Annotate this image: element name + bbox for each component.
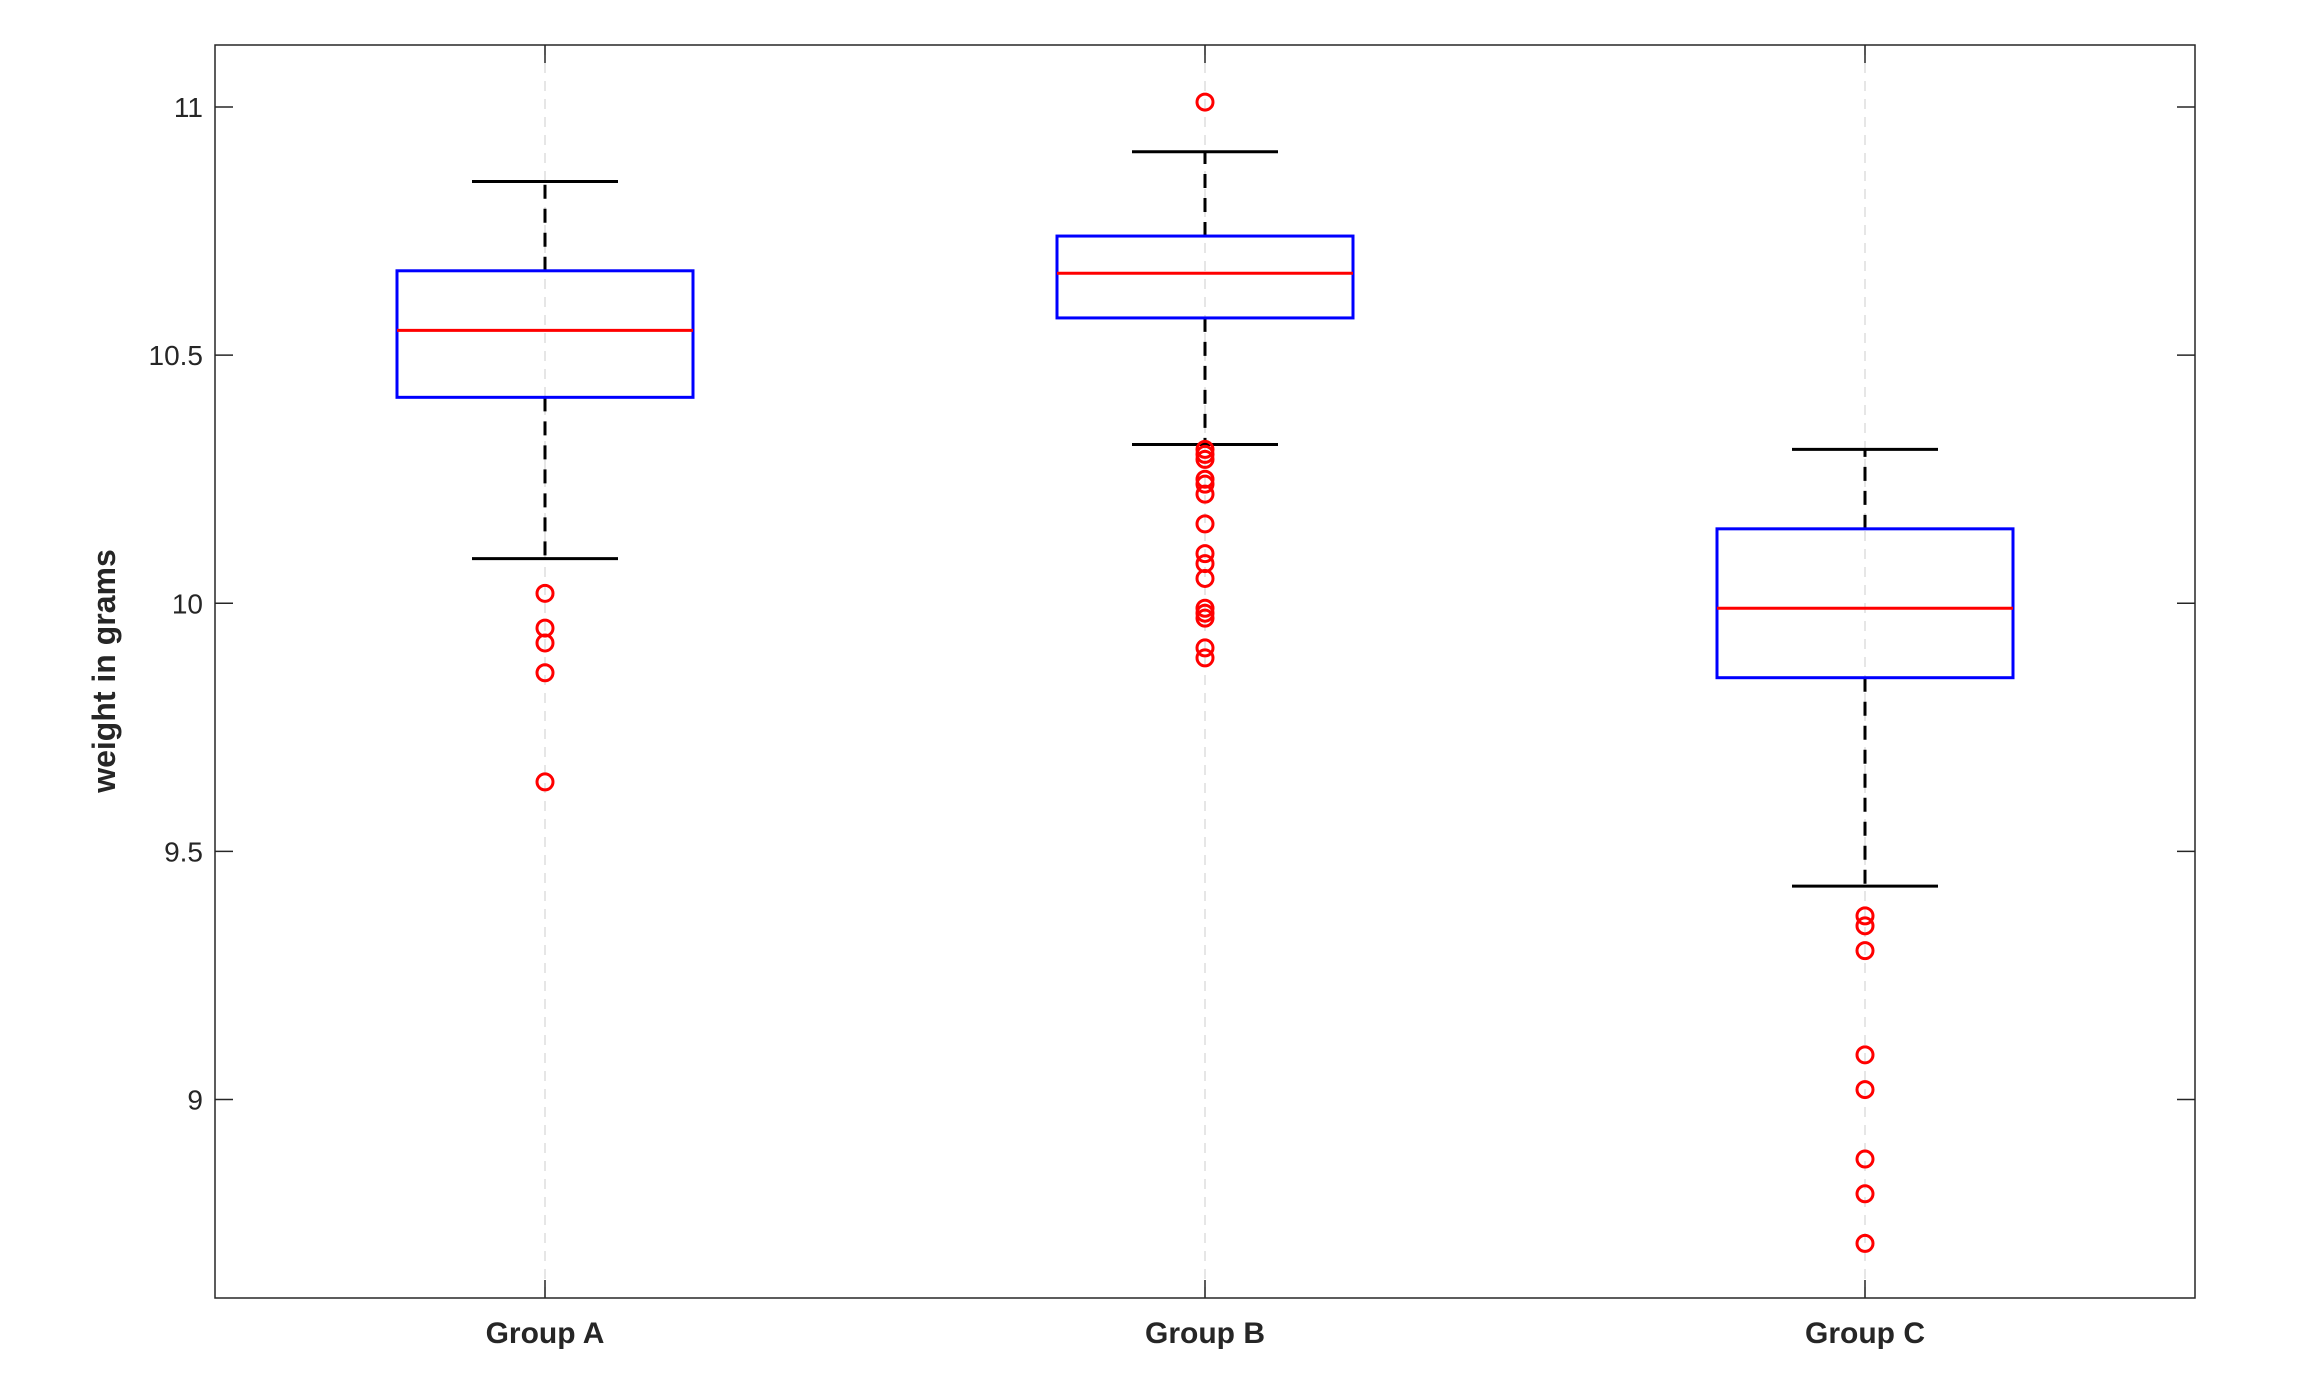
outlier-point (1855, 1149, 1875, 1169)
boxes (395, 92, 2015, 1253)
outlier-point (1855, 1080, 1875, 1100)
tick-labels: 9 9.5 10 10.5 11 Group A Group B Group C (149, 92, 1926, 1350)
grid-lines (544, 45, 1866, 1298)
outlier-point (1855, 1233, 1875, 1253)
y-tick-label: 9.5 (164, 836, 203, 867)
x-tick-label: Group B (1145, 1317, 1265, 1350)
outlier-point (1195, 608, 1215, 628)
outlier-point (535, 663, 555, 683)
x-tick-label: Group C (1805, 1317, 1925, 1350)
outlier-point (1195, 648, 1215, 668)
outlier-point (1855, 1045, 1875, 1065)
outlier-point (1195, 484, 1215, 504)
box-iqr (1055, 234, 1355, 320)
y-tick-label: 9 (187, 1085, 203, 1116)
outlier-point (535, 633, 555, 653)
box-iqr (1715, 527, 2015, 680)
y-tick-label: 10 (172, 588, 203, 619)
outlier-point (535, 772, 555, 792)
y-tick-label: 10.5 (149, 340, 204, 371)
box-iqr (395, 269, 695, 399)
outlier-point (1195, 449, 1215, 469)
outlier-point (1195, 474, 1215, 494)
outlier-point (1855, 1184, 1875, 1204)
box-group (1055, 92, 1355, 668)
outlier-point (1195, 638, 1215, 658)
outlier-point (1855, 916, 1875, 936)
outlier-point (1195, 544, 1215, 564)
box-group (1715, 447, 2015, 1253)
outlier-point (1195, 92, 1215, 112)
outlier-point (1195, 514, 1215, 534)
axes (214, 44, 2196, 1299)
outlier-point (1855, 941, 1875, 961)
outlier-point (1195, 568, 1215, 588)
y-tick-label: 11 (174, 92, 203, 123)
outlier-point (535, 583, 555, 603)
box-group (395, 179, 695, 792)
outlier-point (1855, 906, 1875, 926)
y-axis-label: weight in grams (86, 549, 122, 794)
x-tick-label: Group A (486, 1317, 605, 1350)
